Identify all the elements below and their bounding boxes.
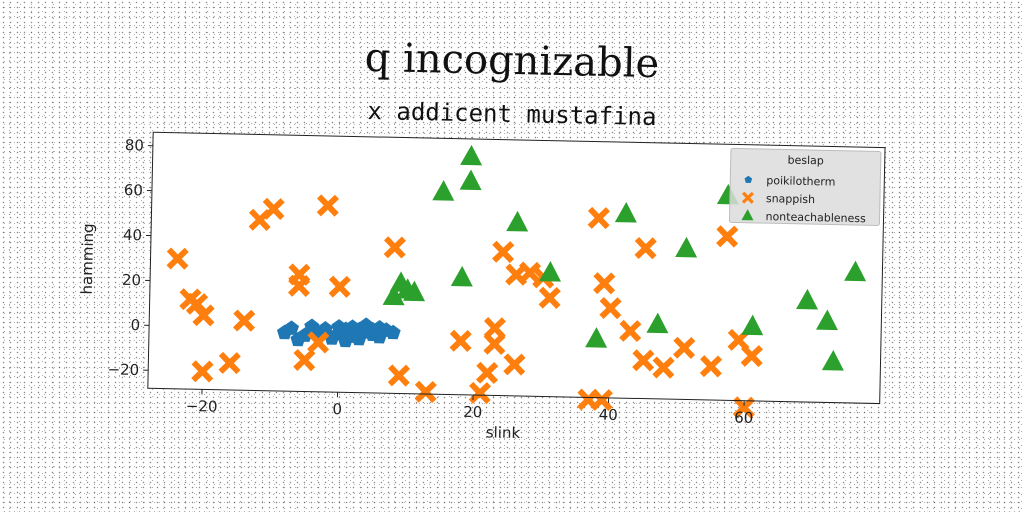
data-point xyxy=(459,169,482,191)
data-point xyxy=(590,388,613,412)
data-point xyxy=(307,331,330,354)
y-tick-label: 60 xyxy=(124,181,143,199)
y-tick-label: 80 xyxy=(125,136,144,154)
data-point xyxy=(821,350,844,371)
data-point xyxy=(815,309,838,331)
y-tick-label: 40 xyxy=(123,226,142,244)
y-axis-label: hamming xyxy=(78,223,97,294)
data-point xyxy=(293,348,316,372)
y-tick-label: 20 xyxy=(122,271,141,289)
x-tick-label: 60 xyxy=(734,409,753,427)
data-point xyxy=(166,247,189,270)
data-point xyxy=(383,236,406,259)
series-snappish xyxy=(166,194,763,419)
legend-entry: snappish xyxy=(766,192,815,206)
data-point xyxy=(432,180,455,201)
data-point xyxy=(191,360,214,383)
legend-marker xyxy=(744,175,753,184)
data-point xyxy=(675,236,698,258)
data-point xyxy=(506,210,529,232)
axes-frame xyxy=(147,131,886,405)
legend-title: beslap xyxy=(787,154,824,168)
data-point xyxy=(385,324,401,340)
data-point xyxy=(518,261,542,284)
data-point xyxy=(539,261,562,282)
y-tick-label: 0 xyxy=(130,316,140,334)
data-point xyxy=(587,206,610,230)
data-point xyxy=(585,327,608,348)
data-point xyxy=(599,296,622,320)
x-tick-label: 20 xyxy=(463,403,482,421)
data-point xyxy=(287,274,311,298)
data-point xyxy=(538,286,561,309)
legend-entry: poikilotherm xyxy=(766,174,835,188)
data-point xyxy=(796,288,819,310)
data-point xyxy=(646,312,669,334)
legend-entry: nonteachableness xyxy=(765,210,866,225)
data-point xyxy=(593,272,616,295)
chart-title: q incognizable xyxy=(364,34,660,88)
data-point xyxy=(652,356,675,379)
data-point xyxy=(403,280,426,302)
scatter-chart: −20 0 20 40 60 −20 0 20 40 60 80 slink hamming besla… xyxy=(78,131,886,442)
data-point xyxy=(614,201,637,223)
legend-marker xyxy=(741,191,755,204)
data-point xyxy=(382,284,405,306)
legend-marker xyxy=(741,209,754,221)
data-point xyxy=(716,225,739,248)
data-point xyxy=(192,304,215,327)
data-point xyxy=(218,351,241,375)
data-point xyxy=(483,332,506,356)
data-point xyxy=(634,236,657,260)
data-point xyxy=(619,319,642,343)
data-point xyxy=(732,396,756,419)
data-point xyxy=(475,361,499,384)
data-point xyxy=(503,353,526,376)
data-point xyxy=(233,309,256,332)
data-point xyxy=(316,194,340,217)
y-tick-label: −20 xyxy=(107,360,139,379)
x-tick-label: 0 xyxy=(332,400,342,418)
data-point xyxy=(449,329,472,353)
data-point xyxy=(283,320,300,335)
data-point xyxy=(328,275,351,298)
x-tick-label: 40 xyxy=(599,406,618,424)
data-point xyxy=(185,292,209,316)
data-point xyxy=(699,355,723,378)
x-axis-label: slink xyxy=(486,423,521,442)
data-point xyxy=(317,321,333,336)
data-point xyxy=(844,260,867,282)
data-point xyxy=(673,336,696,359)
data-point xyxy=(262,197,285,221)
data-point xyxy=(468,381,492,405)
data-point xyxy=(450,265,473,287)
series-nonteachableness xyxy=(382,144,867,371)
data-point xyxy=(387,364,411,387)
data-point xyxy=(632,349,655,372)
legend xyxy=(728,147,882,226)
data-point xyxy=(483,316,506,340)
data-point xyxy=(414,380,437,403)
data-point xyxy=(741,314,764,336)
data-point xyxy=(740,344,763,368)
data-point xyxy=(492,240,515,264)
data-point xyxy=(460,144,483,166)
x-tick-label: −20 xyxy=(186,397,218,416)
